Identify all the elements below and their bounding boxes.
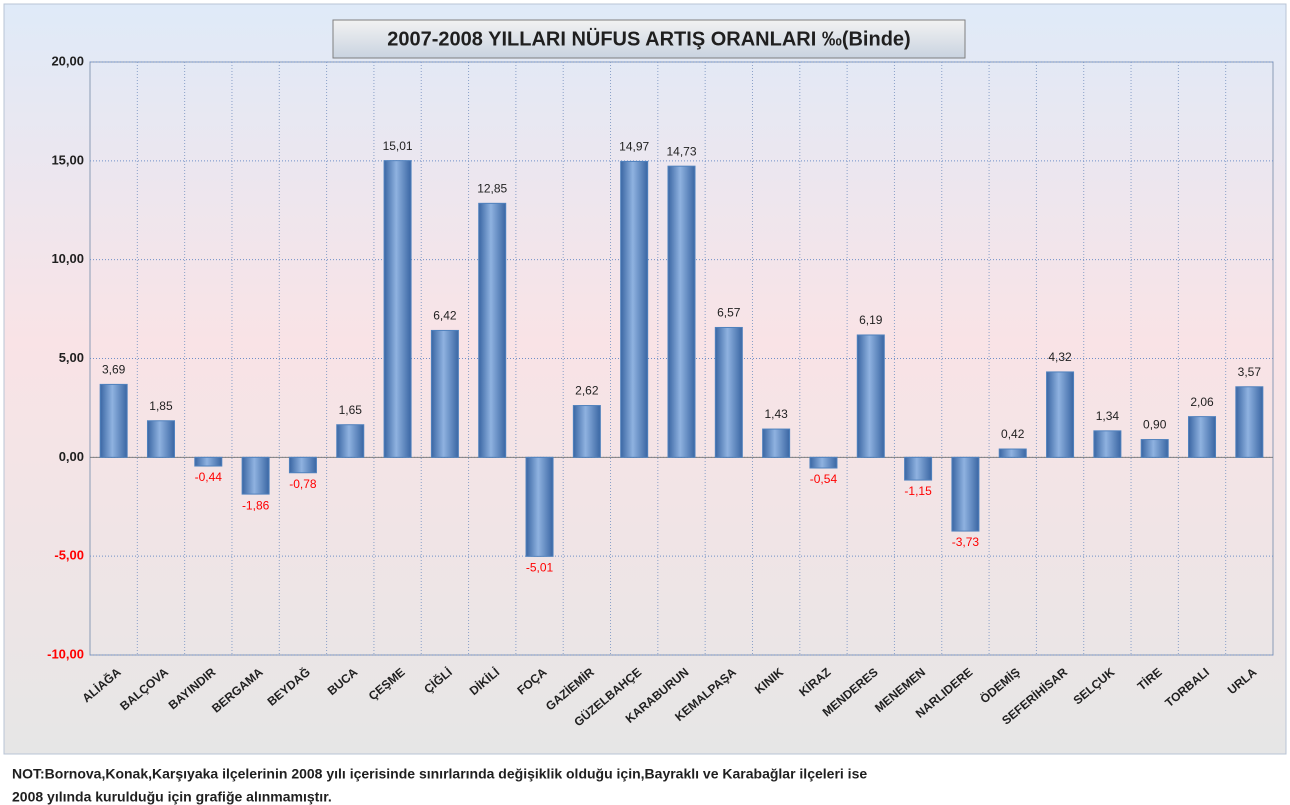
bar (525, 456, 554, 557)
bar (620, 160, 649, 458)
value-label: 2,62 (575, 384, 599, 398)
bar (667, 165, 696, 458)
value-label: 6,57 (717, 306, 741, 320)
bar (430, 329, 459, 458)
bar (714, 326, 743, 458)
value-label: 0,90 (1143, 418, 1167, 432)
y-tick-label: 10,00 (51, 251, 84, 266)
value-label: -1,86 (242, 498, 270, 512)
value-label: 1,65 (339, 403, 363, 417)
value-label: 3,69 (102, 363, 126, 377)
value-label: -1,15 (904, 484, 932, 498)
bar (99, 383, 128, 458)
y-tick-label: 5,00 (59, 350, 84, 365)
value-label: 2,06 (1190, 395, 1214, 409)
value-label: 1,34 (1096, 409, 1120, 423)
value-label: 12,85 (477, 182, 507, 196)
bar (1188, 416, 1217, 458)
bar (288, 456, 317, 474)
value-label: 6,19 (859, 313, 883, 327)
y-tick-label: 20,00 (51, 53, 84, 68)
note-line: NOT:Bornova,Konak,Karşıyaka ilçelerinin … (12, 766, 867, 782)
value-label: -3,73 (952, 535, 980, 549)
y-tick-label: -10,00 (47, 646, 84, 661)
bar (1140, 439, 1169, 458)
bar (383, 160, 412, 458)
value-label: -0,44 (195, 470, 223, 484)
y-tick-label: 0,00 (59, 449, 84, 464)
bar (904, 456, 933, 481)
value-label: 15,01 (383, 139, 413, 153)
bar (951, 456, 980, 532)
bar (194, 456, 223, 467)
value-label: -5,01 (526, 561, 554, 575)
bar (856, 334, 885, 458)
chart-title: 2007-2008 YILLARI NÜFUS ARTIŞ ORANLARI ‰… (387, 27, 910, 50)
bar (241, 456, 270, 495)
value-label: 6,42 (433, 309, 457, 323)
bar (572, 405, 601, 458)
value-label: -0,54 (810, 472, 838, 486)
bar (478, 202, 507, 458)
value-label: 1,43 (764, 407, 788, 421)
value-label: 14,73 (666, 144, 696, 158)
bar (762, 428, 791, 458)
bar (1093, 430, 1122, 458)
bar (809, 456, 838, 469)
note-line: 2008 yılında kurulduğu için grafiğe alın… (12, 789, 332, 805)
value-label: 0,42 (1001, 427, 1025, 441)
bar (336, 424, 365, 458)
value-label: -0,78 (289, 477, 317, 491)
value-label: 3,57 (1238, 365, 1262, 379)
value-label: 1,85 (149, 399, 173, 413)
bar (998, 448, 1027, 458)
bar (1235, 386, 1264, 458)
y-tick-label: -5,00 (54, 548, 84, 563)
y-tick-label: 15,00 (51, 152, 84, 167)
bar (146, 420, 175, 458)
title-box (332, 19, 966, 59)
bar (1046, 371, 1075, 458)
value-label: 4,32 (1048, 350, 1072, 364)
value-label: 14,97 (619, 140, 649, 154)
